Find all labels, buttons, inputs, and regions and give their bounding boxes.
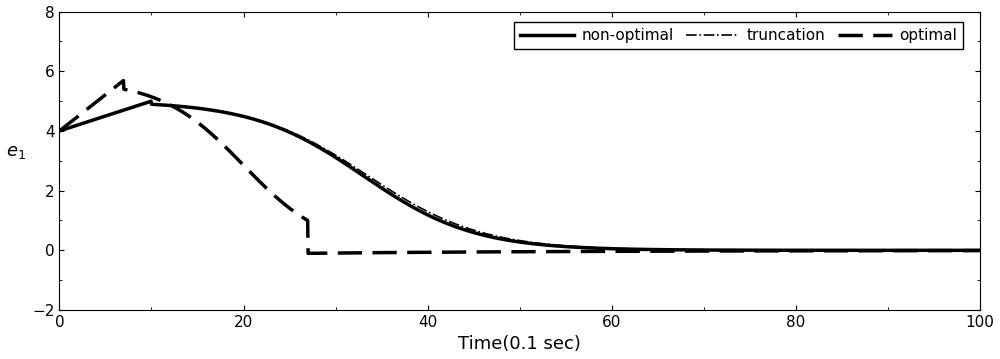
Line: non-optimal: non-optimal [59,101,980,250]
non-optimal [477,233,489,237]
optimal [779,249,791,253]
optimal [974,248,986,253]
truncation [779,248,791,252]
X-axis label: Time(0.1 sec): Time(0.1 sec) [458,335,581,354]
truncation [477,231,489,235]
truncation [53,129,65,133]
optimal [100,92,112,96]
truncation [947,248,959,252]
truncation [145,99,157,104]
optimal [53,129,65,133]
non-optimal [947,248,959,252]
optimal [117,78,129,83]
non-optimal [502,238,514,242]
non-optimal [779,248,791,252]
non-optimal [100,113,112,118]
optimal [302,251,314,256]
non-optimal [948,248,960,252]
optimal [502,250,514,254]
Legend: non-optimal, truncation, optimal: non-optimal, truncation, optimal [514,22,963,50]
optimal [478,250,490,254]
Line: truncation: truncation [59,102,980,250]
non-optimal [145,99,157,103]
optimal [948,248,960,253]
truncation [974,248,986,252]
Line: optimal: optimal [59,80,980,253]
Y-axis label: $e_1$: $e_1$ [6,143,26,161]
truncation [100,114,112,118]
non-optimal [53,129,65,133]
truncation [948,248,960,252]
optimal [948,248,960,253]
truncation [502,236,514,241]
non-optimal [974,248,986,252]
